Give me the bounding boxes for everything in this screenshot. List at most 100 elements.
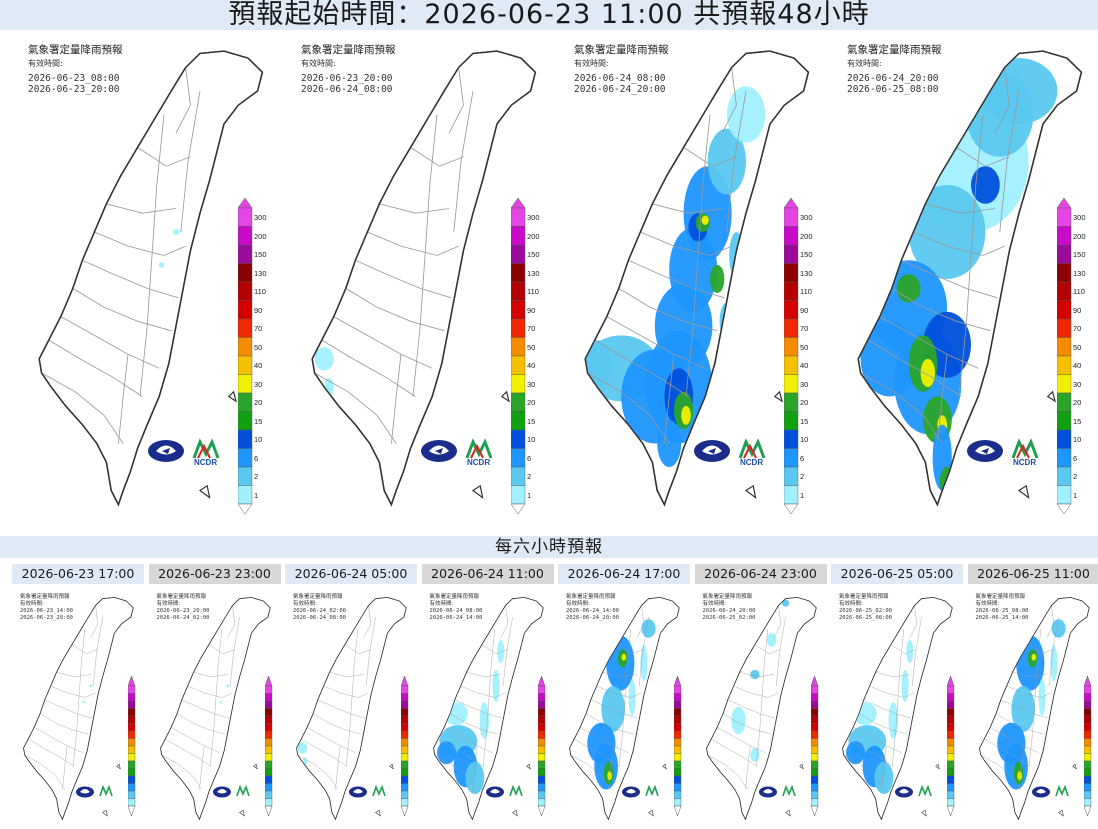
taiwan-map	[978, 597, 1090, 821]
rain-panel-small: 氣象署定量降雨預報 有效時間: 2026-06-24_08:00 2026-06…	[419, 590, 555, 828]
colorbar-tick: 130	[527, 268, 540, 278]
valid-start: 2026-06-23_20:00	[301, 73, 393, 84]
valid-label: 有效時間:	[301, 59, 336, 68]
taiwan-map	[705, 597, 817, 821]
valid-end: 2026-06-25_08:00	[839, 615, 892, 621]
ncdr-logo-icon	[918, 784, 932, 797]
panel-title: 氣象署定量降雨預報	[566, 594, 616, 600]
ncdr-logo-icon	[508, 784, 523, 797]
six-hour-tab[interactable]: 2026-06-24 05:00	[285, 564, 417, 584]
cwa-logo-icon	[485, 786, 504, 798]
ncdr-logo-text: NCDR	[740, 458, 763, 466]
six-hour-tab[interactable]: 2026-06-23 17:00	[12, 564, 144, 584]
valid-start: 2026-06-24_02:00	[293, 608, 346, 614]
rain-panel-small: 氣象署定量降雨預報 有效時間: 2026-06-24_02:00 2026-06…	[283, 590, 418, 828]
valid-label: 有效時間:	[293, 601, 317, 607]
colorbar-tick: 15	[800, 416, 809, 426]
logo-group	[485, 784, 534, 804]
taiwan-map	[38, 50, 264, 507]
taiwan-map	[23, 597, 134, 821]
valid-label: 有效時間:	[975, 601, 1000, 607]
logo-group	[622, 784, 670, 804]
rain-panel-small: 氣象署定量降雨預報 有效時間: 2026-06-24_20:00 2026-06…	[692, 590, 828, 828]
valid-end: 2026-06-23_20:00	[28, 84, 120, 95]
rain-panel-small: 氣象署定量降雨預報 有效時間: 2026-06-23_14:00 2026-06…	[10, 590, 145, 828]
six-hour-tab[interactable]: 2026-06-24 11:00	[421, 564, 554, 584]
logo-group	[895, 784, 943, 804]
valid-label: 有效時間:	[429, 601, 454, 607]
cwa-logo-icon	[967, 440, 1003, 462]
rain-panel-large: 氣象署定量降雨預報 有效時間: 2026-06-24_08:00 2026-06…	[558, 36, 828, 526]
colorbar-tick: 40	[254, 361, 263, 371]
panel-title: 氣象署定量降雨預報	[28, 44, 123, 56]
taiwan-map	[296, 597, 407, 821]
colorbar-tick: 130	[800, 268, 813, 278]
six-hour-section-title: 每六小時預報	[495, 537, 603, 557]
colorbar-tick: 110	[254, 287, 266, 297]
valid-start: 2026-06-24_08:00	[574, 73, 666, 84]
colorbar-tick: 2	[1073, 472, 1078, 482]
colorbar-tick: 150	[254, 250, 267, 260]
logo-group	[1031, 784, 1080, 804]
colorbar-tick: 10	[1073, 435, 1082, 445]
colorbar	[783, 197, 799, 515]
panel-title: 氣象署定量降雨預報	[702, 594, 753, 600]
valid-label: 有效時間:	[20, 601, 44, 607]
valid-label: 有效時間:	[566, 601, 590, 607]
colorbar	[673, 675, 682, 817]
colorbar-tick: 50	[1073, 342, 1082, 352]
colorbar-tick: 300	[527, 213, 540, 223]
valid-end: 2026-06-23_20:00	[20, 615, 73, 621]
valid-label: 有效時間:	[839, 601, 863, 607]
valid-start: 2026-06-24_08:00	[429, 608, 483, 614]
valid-label: 有效時間:	[847, 59, 882, 68]
rain-panel-large: 氣象署定量降雨預報 有效時間: 2026-06-23_20:00 2026-06…	[285, 36, 555, 526]
forecast-header: 預報起始時間：2026-06-23 11:00 共預報48小時	[0, 0, 1098, 30]
ncdr-logo-icon	[1054, 784, 1069, 797]
valid-label: 有效時間:	[702, 601, 727, 607]
colorbar-tick: 2	[800, 472, 805, 482]
colorbar	[537, 675, 545, 817]
colorbar-tick: 40	[800, 361, 809, 371]
cwa-logo-icon	[76, 786, 94, 798]
valid-label: 有效時間:	[156, 601, 181, 607]
logo-group	[212, 784, 261, 804]
valid-end: 2026-06-24_02:00	[156, 615, 210, 621]
colorbar-tick: 40	[527, 361, 536, 371]
colorbar	[264, 675, 272, 817]
rain-panel-small: 氣象署定量降雨預報 有效時間: 2026-06-25_08:00 2026-06…	[965, 590, 1098, 828]
six-hour-tab[interactable]: 2026-06-25 11:00	[967, 564, 1098, 584]
six-hour-tab[interactable]: 2026-06-24 17:00	[558, 564, 690, 584]
colorbar-tick: 6	[254, 453, 259, 463]
colorbar-tick: 70	[254, 324, 263, 334]
colorbar-tick: 300	[800, 213, 813, 223]
colorbar-tick: 15	[1073, 416, 1082, 426]
colorbar-tick: 1	[527, 490, 532, 500]
colorbar-tick: 10	[800, 435, 809, 445]
taiwan-map	[857, 50, 1083, 507]
panel-title: 氣象署定量降雨預報	[574, 44, 669, 56]
colorbar-tick: 150	[527, 250, 540, 260]
colorbar-tick: 70	[800, 324, 809, 334]
ncdr-logo-icon	[192, 438, 220, 459]
panel-title: 氣象署定量降雨預報	[847, 44, 942, 56]
cwa-logo-icon	[1031, 786, 1050, 798]
panel-title: 氣象署定量降雨預報	[156, 594, 207, 600]
valid-end: 2026-06-24_08:00	[293, 615, 346, 621]
cwa-logo-icon	[148, 440, 184, 462]
colorbar	[1083, 675, 1091, 817]
colorbar-tick: 15	[254, 416, 263, 426]
ncdr-logo-icon	[372, 784, 386, 797]
valid-start: 2026-06-23_14:00	[20, 608, 73, 614]
six-hour-tab[interactable]: 2026-06-24 23:00	[694, 564, 827, 584]
valid-end: 2026-06-25_14:00	[975, 615, 1029, 621]
colorbar-tick: 15	[527, 416, 536, 426]
six-hour-tab[interactable]: 2026-06-23 23:00	[148, 564, 281, 584]
six-hour-tab[interactable]: 2026-06-25 05:00	[831, 564, 963, 584]
colorbar	[1056, 197, 1072, 515]
ncdr-logo-text: NCDR	[194, 458, 217, 466]
taiwan-map	[432, 597, 544, 821]
logo-group	[349, 784, 397, 804]
colorbar	[810, 675, 818, 817]
colorbar-tick: 50	[527, 342, 536, 352]
